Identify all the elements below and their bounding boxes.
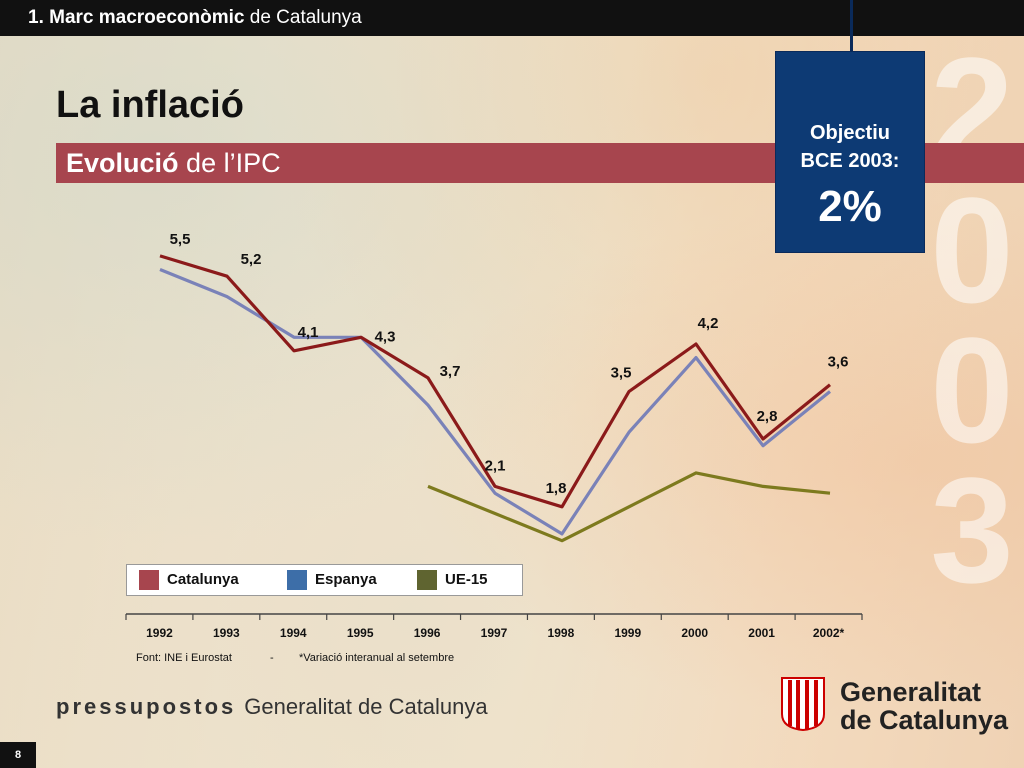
objective-line2: BCE 2003: xyxy=(800,150,900,172)
data-label: 2,1 xyxy=(485,457,506,474)
legend-label-espanya: Espanya xyxy=(315,571,377,588)
footer-brand: pressupostos Generalitat de Catalunya xyxy=(56,694,488,720)
data-label: 3,5 xyxy=(611,365,632,382)
page-number: 8 xyxy=(0,742,36,768)
x-tick-label: 1998 xyxy=(548,626,575,640)
legend-item-catalunya: Catalunya xyxy=(139,570,239,590)
year-digit: 0 xyxy=(930,320,1014,460)
data-label: 5,5 xyxy=(170,231,191,248)
brand-generalitat: Generalitat de Catalunya xyxy=(244,694,488,719)
x-tick-label: 2000 xyxy=(681,626,708,640)
section-title-bold: 1. Marc macroeconòmic xyxy=(28,7,245,28)
data-label: 4,2 xyxy=(698,315,719,332)
generalitat-wordmark: Generalitat de Catalunya xyxy=(840,678,1008,734)
legend-swatch-espanya xyxy=(287,570,307,590)
variation-note: *Variació interanual al setembre xyxy=(299,652,455,664)
footnote-separator: - xyxy=(270,652,274,664)
chart-legend: Catalunya Espanya UE-15 xyxy=(126,564,523,596)
series-line-catalunya xyxy=(159,254,832,509)
chart-footnote: Font: INE i Eurostat - *Variació interan… xyxy=(136,652,454,664)
page-title: La inflació xyxy=(56,84,244,126)
series-line-espanya xyxy=(159,268,832,536)
x-tick-label: 1992 xyxy=(146,626,173,640)
legend-item-espanya: Espanya xyxy=(287,570,377,590)
data-label: 4,3 xyxy=(375,328,396,345)
connector-line xyxy=(850,0,853,52)
x-tick-label: 1993 xyxy=(213,626,240,640)
objective-line1: Objectiu xyxy=(809,122,890,144)
x-tick-label: 2001 xyxy=(748,626,775,640)
series-line-ue15 xyxy=(427,471,831,543)
year-digit: 0 xyxy=(930,180,1014,320)
legend-swatch-ue15 xyxy=(417,570,437,590)
data-label: 3,7 xyxy=(440,363,461,380)
legend-item-ue15: UE-15 xyxy=(417,570,488,590)
legend-swatch-catalunya xyxy=(139,570,159,590)
brand-pressupostos: pressupostos xyxy=(56,694,237,719)
x-tick-label: 1994 xyxy=(280,626,307,640)
wordmark-line1: Generalitat xyxy=(840,677,982,707)
data-label: 2,8 xyxy=(757,408,778,425)
x-tick-label: 1999 xyxy=(614,626,641,640)
data-label: 4,1 xyxy=(298,324,319,341)
legend-label-catalunya: Catalunya xyxy=(167,571,239,588)
data-label: 5,2 xyxy=(241,251,262,268)
x-tick-label: 1997 xyxy=(481,626,508,640)
data-label: 1,8 xyxy=(546,480,567,497)
section-title-rest: de Catalunya xyxy=(249,7,362,28)
generalitat-logo-icon xyxy=(781,677,825,732)
objective-box: Objectiu BCE 2003: 2% xyxy=(776,52,924,252)
x-tick-label: 1995 xyxy=(347,626,374,640)
legend-label-ue15: UE-15 xyxy=(445,571,488,588)
x-tick-label: 2002* xyxy=(813,626,845,640)
section-header-bar: 1. Marc macroeconòmic de Catalunya xyxy=(0,0,1024,36)
wordmark-line2: de Catalunya xyxy=(840,705,1009,735)
subtitle-rest: de l’IPC xyxy=(186,148,281,178)
source-note: Font: INE i Eurostat xyxy=(136,652,232,664)
data-label: 3,6 xyxy=(828,354,849,371)
year-digit: 3 xyxy=(930,460,1014,600)
objective-value: 2% xyxy=(818,182,882,231)
subtitle-bold: Evolució xyxy=(66,148,179,178)
x-tick-label: 1996 xyxy=(414,626,441,640)
